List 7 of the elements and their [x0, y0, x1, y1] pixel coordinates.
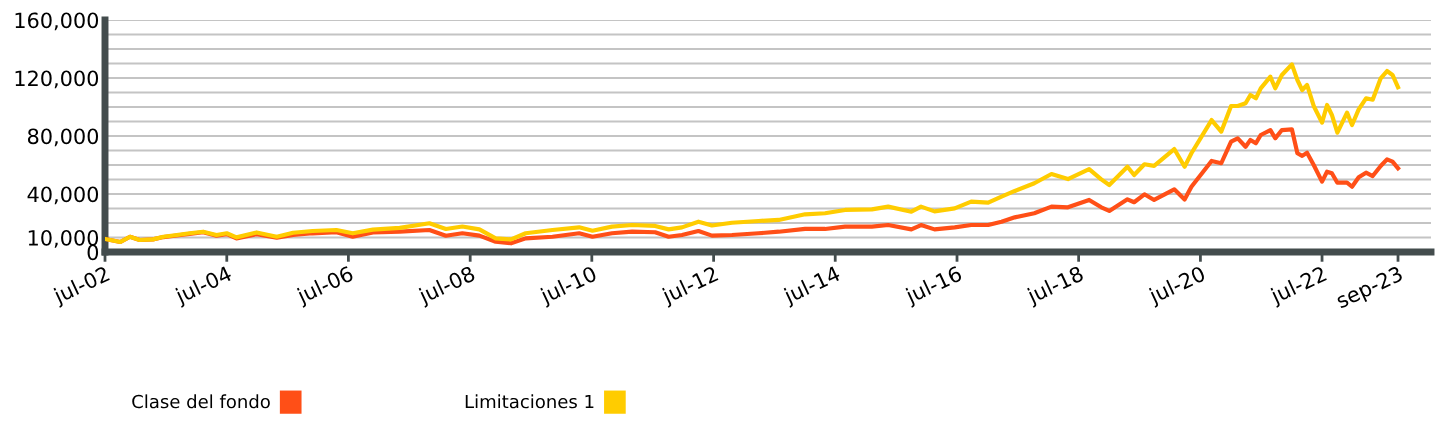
y-tick-label: 160,000 [15, 12, 99, 31]
y-tick-label: 80,000 [27, 128, 99, 147]
y-tick-label: 120,000 [15, 70, 99, 89]
line-series [105, 62, 1401, 245]
legend-label: Limitaciones 1 [465, 394, 594, 409]
legend-label: Clase del fondo [132, 394, 270, 409]
y-tick-label: 40,000 [27, 186, 99, 205]
